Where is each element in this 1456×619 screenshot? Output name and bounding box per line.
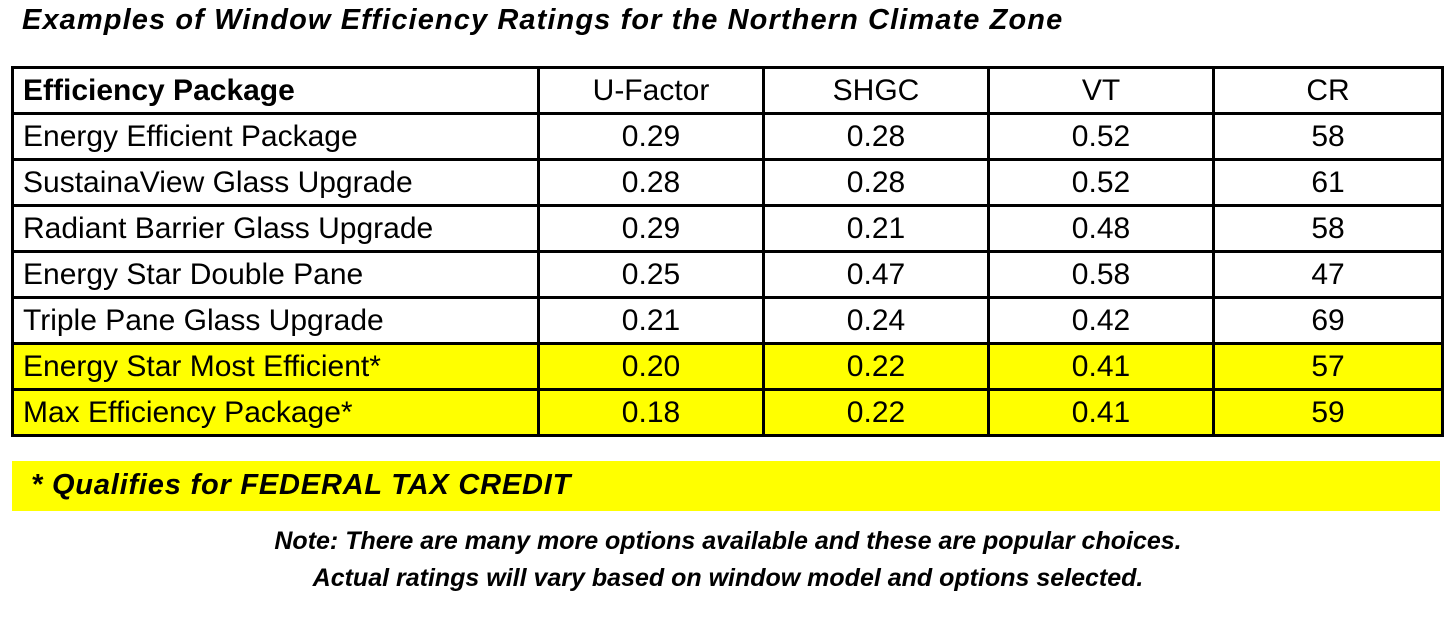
cell-shgc: 0.47 (762, 250, 990, 299)
cell-package: SustainaView Glass Upgrade (11, 158, 540, 207)
cell-package: Energy Efficient Package (11, 112, 540, 161)
page-title: Examples of Window Efficiency Ratings fo… (22, 4, 1064, 36)
cell-vt: 0.41 (987, 388, 1215, 437)
cell-vt: 0.52 (987, 112, 1215, 161)
cell-u-factor: 0.21 (537, 296, 765, 345)
tax-credit-footer: * Qualifies for FEDERAL TAX CREDIT (12, 461, 1440, 511)
table-row: Energy Star Double Pane 0.25 0.47 0.58 47 (11, 250, 1444, 299)
cell-shgc: 0.28 (762, 112, 990, 161)
note-line-2: Actual ratings will vary based on window… (312, 564, 1144, 592)
cell-package: Radiant Barrier Glass Upgrade (11, 204, 540, 253)
cell-cr: 61 (1212, 158, 1444, 207)
cell-vt: 0.48 (987, 204, 1215, 253)
table-row: SustainaView Glass Upgrade 0.28 0.28 0.52 61 (11, 158, 1444, 207)
cell-u-factor: 0.28 (537, 158, 765, 207)
cell-cr: 58 (1212, 112, 1444, 161)
header-shgc: SHGC (762, 66, 990, 115)
cell-shgc: 0.21 (762, 204, 990, 253)
cell-u-factor: 0.25 (537, 250, 765, 299)
cell-cr: 57 (1212, 342, 1444, 391)
cell-u-factor: 0.20 (537, 342, 765, 391)
cell-package: Max Efficiency Package* (11, 388, 540, 437)
table-row: Triple Pane Glass Upgrade 0.21 0.24 0.42 69 (11, 296, 1444, 345)
cell-shgc: 0.28 (762, 158, 990, 207)
cell-cr: 47 (1212, 250, 1444, 299)
cell-cr: 69 (1212, 296, 1444, 345)
cell-vt: 0.52 (987, 158, 1215, 207)
cell-u-factor: 0.29 (537, 112, 765, 161)
table-row: Max Efficiency Package* 0.18 0.22 0.41 59 (11, 388, 1444, 437)
header-u-factor: U-Factor (537, 66, 765, 115)
cell-vt: 0.42 (987, 296, 1215, 345)
cell-shgc: 0.22 (762, 388, 990, 437)
cell-cr: 58 (1212, 204, 1444, 253)
cell-cr: 59 (1212, 388, 1444, 437)
cell-vt: 0.58 (987, 250, 1215, 299)
cell-package: Triple Pane Glass Upgrade (11, 296, 540, 345)
header-cr: CR (1212, 66, 1444, 115)
efficiency-table: Efficiency Package U-Factor SHGC VT CR E… (11, 66, 1444, 437)
table-row: Energy Star Most Efficient* 0.20 0.22 0.41 5… (11, 342, 1444, 391)
cell-shgc: 0.24 (762, 296, 990, 345)
cell-vt: 0.41 (987, 342, 1215, 391)
header-vt: VT (987, 66, 1215, 115)
tax-credit-note: * Qualifies for FEDERAL TAX CREDIT (31, 469, 572, 501)
cell-u-factor: 0.29 (537, 204, 765, 253)
table-row: Energy Efficient Package 0.29 0.28 0.52 58 (11, 112, 1444, 161)
cell-package: Energy Star Most Efficient* (11, 342, 540, 391)
header-package: Efficiency Package (11, 66, 540, 115)
note-line-1: Note: There are many more options availa… (274, 527, 1182, 555)
table-row: Radiant Barrier Glass Upgrade 0.29 0.21 0.4… (11, 204, 1444, 253)
cell-shgc: 0.22 (762, 342, 990, 391)
cell-u-factor: 0.18 (537, 388, 765, 437)
header-row: Efficiency Package U-Factor SHGC VT CR (11, 66, 1444, 115)
cell-package: Energy Star Double Pane (11, 250, 540, 299)
